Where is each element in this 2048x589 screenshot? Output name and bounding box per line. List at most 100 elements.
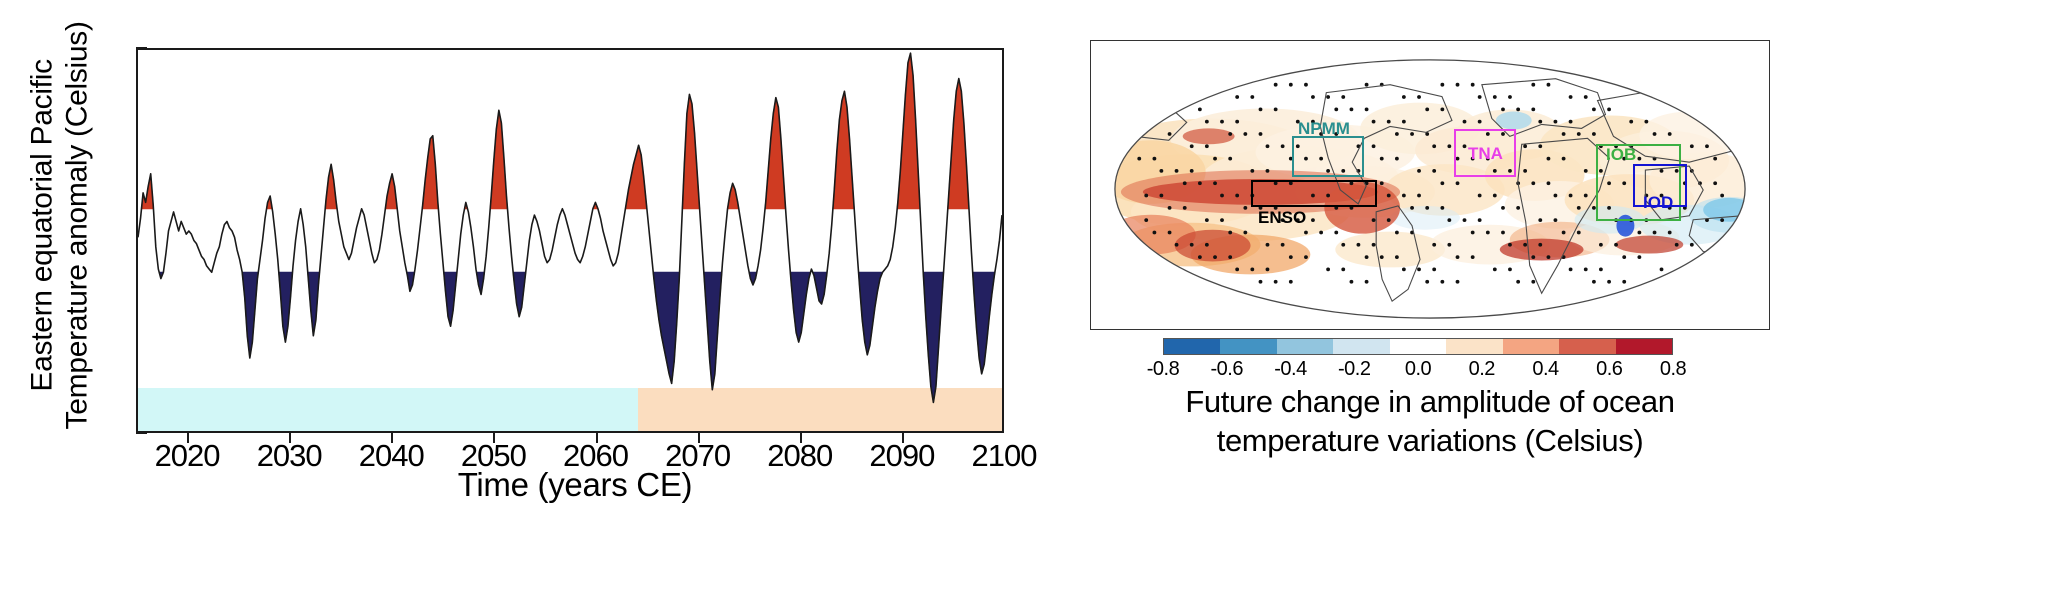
timeseries-panel: Eastern equatorial Pacific Temperature a… [25,21,1038,503]
stipple-dot [1614,242,1618,247]
stipple-dot [1326,169,1330,173]
stipple-dot [1288,279,1293,284]
stipple-dot [1592,205,1596,210]
background-bands [138,50,1002,431]
stipple-dot [1349,107,1354,112]
stipple-dot [1356,242,1361,247]
stipple-dot [1622,255,1627,259]
y-tick-mark [136,432,147,434]
stipple-dot [1364,82,1369,87]
stipple-dot [1599,169,1603,173]
stipple-dot [1258,132,1263,136]
y-axis-title-line2: Temperature anomaly (Celsius) [61,21,94,430]
stipple-dot [1326,193,1330,198]
stipple-dot [1379,255,1384,259]
stipple-dot [1220,218,1224,223]
stipple-dot [1364,255,1369,259]
stipple-dot [1137,156,1142,161]
stipple-dot [1159,169,1164,173]
stipple-dot [1523,169,1528,173]
stipple-dot [1174,169,1179,173]
map-caption: Future change in amplitude of ocean temp… [1065,382,1795,460]
x-tick-2060: 2060 [563,438,629,473]
stipple-dot [1371,119,1376,124]
stipple-dot [1568,95,1573,99]
plot-area [136,48,1004,433]
colorbar-tick-1: -0.6 [1210,358,1244,380]
continent-outline-5 [1644,165,1704,221]
stipple-dot [1546,255,1551,259]
x-tick-2020: 2020 [154,438,221,473]
stipple-dot [1432,169,1437,173]
continent-outline-2 [1481,78,1607,137]
stipple-dot [1250,267,1255,272]
stipple-dot [1228,132,1233,136]
stipple-dot [1288,255,1293,259]
stipple-dot [1531,255,1536,259]
stipple-dot [1599,242,1603,247]
stipple-dot [1531,82,1536,87]
stipple-dot [1689,242,1694,247]
stipple-dot [1470,255,1475,259]
stipple-dot [1561,132,1566,136]
stipple-dot [1371,218,1376,223]
stipple-dot [1395,156,1399,161]
stipple-dot [1583,267,1588,272]
stipple-dot [1295,218,1300,223]
timeseries-curve [138,52,1002,404]
stipple-dot [1652,132,1657,136]
stipple-dot [1364,279,1369,284]
stipple-dot [1516,205,1521,210]
anomaly-blob-17 [1649,152,1746,208]
stipple-dot [1326,95,1330,99]
stipple-dot [1607,205,1611,210]
x-tick-2040: 2040 [358,438,425,473]
stipple-dot [1538,242,1543,247]
stipple-dot [1273,279,1278,284]
stipple-dot [1401,267,1406,272]
stipple-dot [1319,230,1324,235]
stipple-dot [1622,181,1627,186]
stipple-dot [1432,267,1437,272]
stipple-dot [1341,267,1346,272]
x-tick-2080: 2080 [767,438,833,473]
continent-outline-8 [1728,99,1746,128]
stipple-dot [1265,267,1270,272]
stipple-dot [1477,193,1482,198]
stipple-dot [1607,279,1611,284]
stipple-dot [1637,156,1642,161]
stipple-dot [1304,156,1308,161]
stipple-dot [1546,82,1551,87]
stipple-dot [1395,230,1399,235]
stipple-dot [1197,107,1202,112]
stipple-dot [1637,255,1642,259]
stipple-dot [1379,181,1384,186]
region-label-iob: IOB [1606,145,1637,164]
stipple-dot [1432,144,1437,149]
map-content [1114,59,1746,319]
stipple-dot [1386,119,1391,124]
stipple-dot [1386,193,1391,198]
stipple-dot [1425,279,1430,284]
stipple-dot [1250,95,1255,99]
stipple-dot [1568,193,1573,198]
stipple-dot [1531,107,1536,112]
stipple-dot [1561,230,1566,235]
stipple-dot [1622,279,1627,284]
colorbar-swatch-5 [1446,339,1503,354]
stipple-dot [1644,119,1649,124]
stipple-dot [1720,193,1725,198]
stipple-dot [1273,107,1278,112]
stipple-dot [1568,119,1573,124]
stipple-dot [1235,267,1240,272]
stipple-dot [1576,205,1581,210]
stipple-dot [1447,144,1452,149]
stipple-dot [1334,107,1339,112]
stipple-dot [1213,156,1217,161]
stipple-dot [1508,242,1512,247]
south-atlantic-warm [1499,238,1584,261]
stipple-dot [1235,193,1240,198]
colorbar-swatch-8 [1615,339,1672,354]
y-axis-title-line1: Eastern equatorial Pacific [25,59,59,392]
stipple-dot [1213,181,1217,186]
